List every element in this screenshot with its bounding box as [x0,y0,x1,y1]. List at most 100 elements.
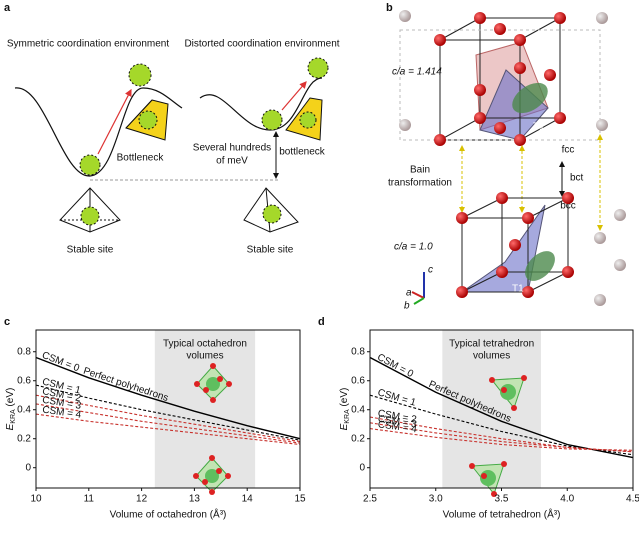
inset-atom [202,479,208,485]
region-label: volumes [186,351,223,362]
panel-label: c [4,316,10,328]
panel-b: b c/a = 1.414 O1 T1 fcc bct bcc [386,2,626,312]
heading: Symmetric coordination environment [7,39,170,50]
ion [128,63,152,87]
stable-polyhedron [243,187,299,233]
series-line [35,356,301,440]
plot-frame [369,329,634,489]
arrow [281,81,307,111]
axis-label: c [428,265,433,276]
inset-atom [216,468,222,474]
atoms [399,10,608,146]
bottleneck-polyhedron [125,99,169,141]
x-tick-label: 12 [136,494,148,505]
series-line [35,403,301,444]
inset-atom [501,461,507,467]
label: T1 [512,284,524,295]
bcc-cell [456,192,626,306]
x-tick-label: 4.5 [626,494,639,505]
x-tick-label: 3.0 [429,494,443,505]
series-label: CSM = 1 [376,387,417,408]
label: T1 [533,122,545,133]
panel-label: d [318,316,325,328]
inset-atom [194,381,200,387]
fcc-cell [399,17,601,141]
y-tick-label: 0.8 [351,346,365,357]
y-label-unit: (eV) [5,388,16,410]
label: c/a = 1.0 [394,242,433,253]
shaded-region [442,330,541,488]
inset-atom [511,405,517,411]
x-axis-label: Volume of octahedron (Å³) [110,508,227,521]
series-line [35,384,301,441]
y-tick-label: 0.2 [351,433,365,444]
inset-atom [491,491,497,497]
series-line [369,428,634,451]
x-tick-label: 10 [30,494,42,505]
bottleneck-polyhedron [285,97,323,141]
region-label: Typical octahedron [163,339,247,350]
inset-atom [501,387,507,393]
y-axis-label: EKRA (eV) [5,388,17,431]
x-tick-label: 2.5 [363,494,377,505]
label: bottleneck [279,147,326,158]
label: T2 [540,239,552,250]
label: c/a = 1.414 [392,67,442,78]
series-label: CSM = 4 [42,405,83,421]
y-tick-label: 0 [359,462,365,473]
y-tick-label: 0.6 [17,375,31,386]
inset-atom [217,376,223,382]
inset-atom [210,397,216,403]
y-label-unit: (eV) [339,388,350,410]
energy-well [14,87,183,177]
label: O1 [540,57,554,68]
region-label: Typical tetrahedron [449,339,534,350]
y-label-main: E [339,423,350,430]
y-tick-label: 0.4 [351,404,365,415]
inset-atom [489,377,495,383]
label: fcc [562,145,575,156]
y-label-sub: KRA [10,409,17,424]
ion [79,154,101,176]
label: transformation [388,178,452,189]
x-tick-label: 11 [84,494,95,505]
label: Bottleneck [117,153,165,164]
inset-atom [209,455,215,461]
ion [261,109,283,131]
inset-ion [205,469,219,483]
panel-label: a [4,2,11,14]
x-tick-label: 14 [242,494,254,505]
x-tick-label: 15 [294,494,306,505]
inset-atom [469,463,475,469]
shaded-region [154,330,256,488]
label: Bain [410,165,430,176]
heading: Distorted coordination environment [184,39,339,50]
x-tick-label: 13 [189,494,201,505]
panel-label: b [386,2,393,14]
label: bct [570,173,584,184]
x-axis-label: Volume of tetrahedron (Å³) [443,508,561,521]
inset-atom [203,387,209,393]
inset-atom [226,381,232,387]
region-label: volumes [473,351,510,362]
series-line [35,413,301,446]
y-tick-label: 0.8 [17,346,31,357]
transformation-arrows [459,134,603,231]
inset-atom [521,375,527,381]
label: Stable site [67,245,114,256]
stable-polyhedron [59,187,121,233]
series-label: CSM = 4 [377,419,418,435]
label: Several hundreds [193,143,271,154]
y-tick-label: 0.6 [351,375,365,386]
inset-atom [210,363,216,369]
inset-atom [481,473,487,479]
arrow [97,88,132,155]
series-label: CSM = 0 [375,352,415,380]
ion [307,57,329,79]
axis-label: a [406,288,412,299]
y-label-sub: KRA [344,409,351,424]
y-tick-label: 0.4 [17,404,31,415]
